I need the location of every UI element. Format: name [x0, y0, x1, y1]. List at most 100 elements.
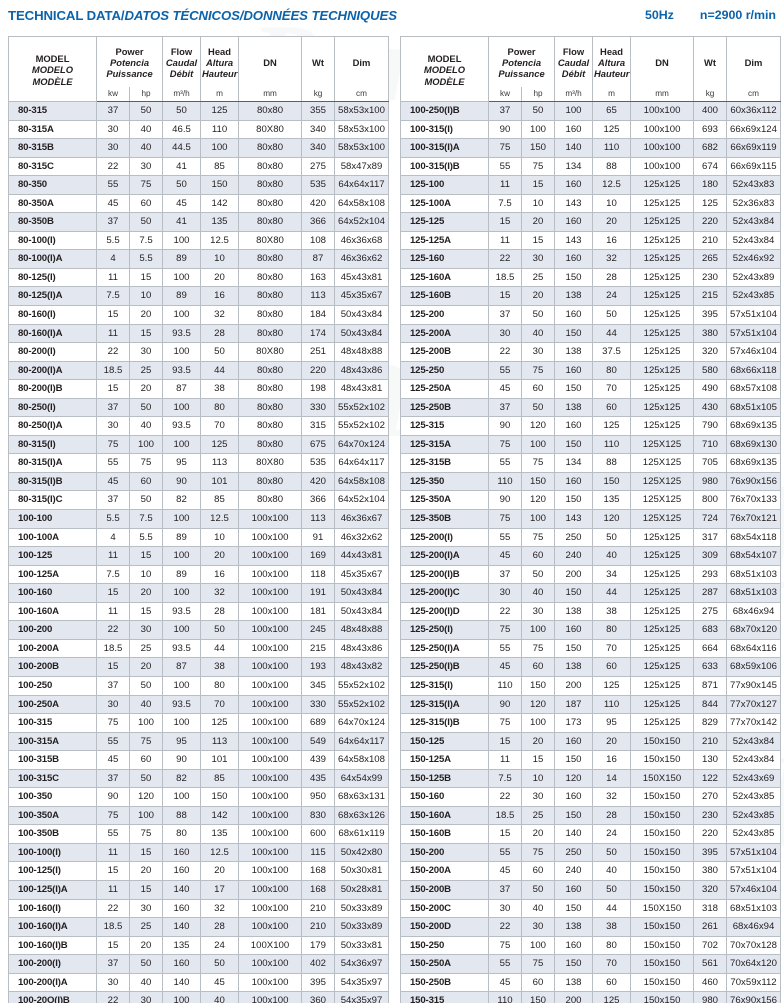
- cell-kw: 15: [96, 305, 130, 325]
- cell-kw: 15: [96, 379, 130, 399]
- cell-mh: 120: [554, 768, 594, 789]
- table-row: 150-160B 15 20 140 24 150x150 220 52x43x85: [400, 824, 782, 844]
- cell-m: 38: [200, 657, 240, 677]
- table-row: 80-200(I)B 15 20 87 38 80x80 198 48x43x81: [8, 379, 390, 399]
- table-row: 100-160(I) 22 30 160 32 100x100 210 50x33x89: [8, 898, 390, 919]
- cell-mm: 100x100: [238, 509, 303, 529]
- cell-mm: 125x125: [630, 397, 695, 418]
- cell-model: 125-315(I)B: [400, 713, 489, 733]
- table-head: MODEL MODELO MODÈLE Power Potencia Puiss…: [8, 36, 390, 102]
- unit-head: m: [200, 86, 240, 102]
- cell-kw: 30: [96, 416, 130, 436]
- cell-kw: 110: [488, 675, 522, 696]
- cell-m: 28: [200, 601, 240, 622]
- table-row: 100-350A 75 100 88 142 100x100 830 68x63x126: [8, 805, 390, 826]
- cell-kw: 11: [96, 546, 130, 566]
- cell-kw: 18.5: [96, 638, 130, 659]
- cell-kw: 15: [488, 212, 522, 232]
- cell-mh: 45: [162, 193, 202, 214]
- table-row: 80-160(I)A 11 15 93.5 28 80x80 174 50x43x84: [8, 323, 390, 344]
- cell-mh: 240: [554, 861, 594, 881]
- table-head: MODEL MODELO MODÈLE Power Potencia Puiss…: [400, 36, 782, 102]
- table-row: 100-160(I)A 18.5 25 140 28 100x100 210 50x33x89: [8, 917, 390, 937]
- cell-model: 80-160(I)A: [8, 323, 97, 344]
- cell-m: 110: [592, 694, 632, 715]
- cell-m: 135: [200, 824, 240, 844]
- cell-mm: 125X125: [630, 434, 695, 455]
- cell-cm: 52x43x84: [726, 230, 782, 251]
- cell-cm: 52x43x85: [726, 286, 782, 307]
- cell-model: 150-200B: [400, 879, 489, 900]
- cell-model: 125-200: [400, 305, 489, 325]
- header-row-main: MODEL MODELO MODÈLE Power Potencia Puiss…: [400, 36, 782, 102]
- cell-m: 60: [592, 657, 632, 677]
- cell-hp: 75: [128, 175, 164, 195]
- unit-dn: mm: [238, 86, 303, 102]
- cell-mh: 95: [162, 453, 202, 473]
- cell-cm: 70x64x120: [726, 954, 782, 974]
- cell-kw: 37: [96, 397, 130, 418]
- table-row: 125-250A 45 60 150 70 125x125 490 68x57x108: [400, 379, 782, 399]
- cell-model: 125-350B: [400, 509, 489, 529]
- col-header-model-fr: MODÈLE: [32, 75, 73, 87]
- table-row: 125-350 110 150 160 150 125X125 980 76x90x156: [400, 471, 782, 492]
- cell-model: 80-125(I): [8, 267, 97, 288]
- cell-mh: 200: [554, 675, 594, 696]
- cell-kw: 90: [96, 787, 130, 807]
- cell-mm: 100x100: [630, 119, 695, 140]
- cell-kw: 75: [488, 138, 522, 158]
- cell-cm: 68x51x103: [726, 583, 782, 603]
- cell-m: 12.5: [200, 509, 240, 529]
- cell-m: 32: [592, 787, 632, 807]
- cell-mm: 80x80: [238, 138, 303, 158]
- cell-kg: 710: [693, 434, 728, 455]
- cell-hp: 25: [128, 638, 164, 659]
- cell-mh: 100: [162, 991, 202, 1003]
- cell-mh: 138: [554, 972, 594, 993]
- cell-cm: 68x70x120: [726, 620, 782, 640]
- cell-cm: 76x70x121: [726, 509, 782, 529]
- cell-hp: 50: [520, 101, 556, 121]
- cell-mm: 125x125: [630, 342, 695, 362]
- table-row: 80-315A 30 40 46.5 110 80X80 340 58x53x100: [8, 119, 390, 140]
- col-header-model-en: MODEL: [427, 52, 462, 64]
- cell-hp: 150: [520, 991, 556, 1003]
- cell-mm: 80X80: [238, 342, 303, 362]
- table-row: 100-350B 55 75 80 135 100x100 600 68x61x119: [8, 824, 390, 844]
- cell-mh: 138: [554, 657, 594, 677]
- cell-m: 28: [592, 805, 632, 826]
- cell-mh: 143: [554, 509, 594, 529]
- table-row: 100-315(I) 90 100 160 125 100x100 693 66x69x124: [400, 119, 782, 140]
- cell-kg: 402: [301, 954, 336, 974]
- cell-kw: 37: [96, 490, 130, 511]
- table-row: 150-200 55 75 250 50 150x150 395 57x51x104: [400, 842, 782, 863]
- cell-mm: 80X80: [238, 230, 303, 251]
- cell-model: 80-100(I): [8, 230, 97, 251]
- cell-cm: 45x35x67: [334, 286, 390, 307]
- cell-kw: 37: [96, 212, 130, 232]
- cell-kg: 600: [301, 824, 336, 844]
- cell-cm: 64x52x104: [334, 212, 390, 232]
- cell-m: 32: [200, 305, 240, 325]
- cell-mh: 160: [554, 471, 594, 492]
- cell-hp: 7.5: [128, 230, 164, 251]
- cell-cm: 50x43x84: [334, 601, 390, 622]
- cell-kw: 15: [96, 935, 130, 956]
- cell-m: 38: [592, 601, 632, 622]
- cell-cm: 50x42x80: [334, 842, 390, 863]
- unit-kw: kw: [488, 86, 522, 102]
- cell-mh: 138: [554, 286, 594, 307]
- col-header-dn: DN: [238, 36, 303, 87]
- cell-kw: 37: [96, 768, 130, 789]
- cell-kw: 30: [96, 694, 130, 715]
- cell-model: 150-160B: [400, 824, 489, 844]
- cell-m: 20: [592, 212, 632, 232]
- cell-mh: 160: [554, 416, 594, 436]
- cell-model: 125-315(I)A: [400, 694, 489, 715]
- table-row: 125-160 22 30 160 32 125x125 265 52x46x92: [400, 249, 782, 269]
- cell-hp: 75: [520, 638, 556, 659]
- cell-hp: 15: [520, 230, 556, 251]
- cell-mm: 80x80: [238, 249, 303, 269]
- unit-wt: kg: [301, 86, 336, 102]
- cell-model: 100-200(I)A: [8, 972, 97, 993]
